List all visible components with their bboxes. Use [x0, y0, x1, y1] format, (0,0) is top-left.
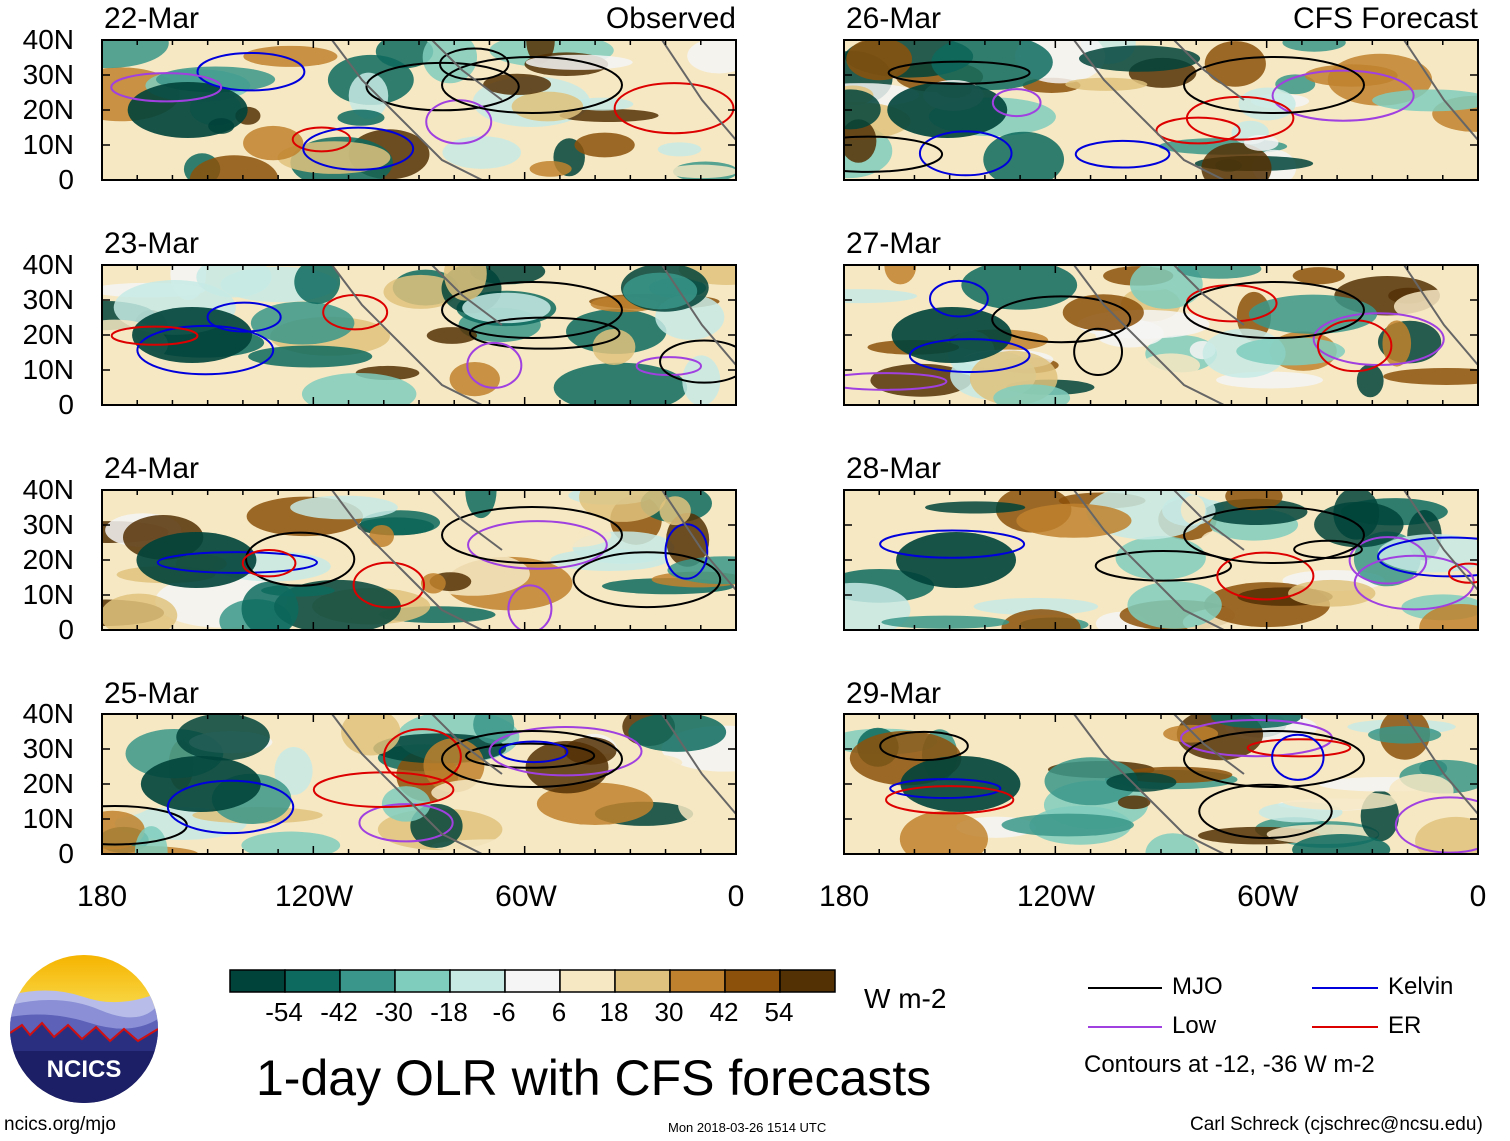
legend-label-er: ER — [1388, 1012, 1422, 1039]
lat-label: 40N — [22, 474, 74, 505]
lon-label-180-right: 180 — [818, 880, 870, 913]
colorbar-tick: -42 — [320, 997, 358, 1027]
panel-date-24-mar: 24-Mar — [104, 452, 200, 485]
map-panel — [101, 39, 737, 181]
lat-label: 10N — [22, 129, 74, 160]
observed-label: Observed — [605, 2, 736, 35]
colorbar-tick: 18 — [599, 997, 629, 1027]
lon-label-0-left: 0 — [727, 880, 745, 913]
colorbar-swatch — [669, 969, 726, 993]
lon-label-120w-left: 120W — [274, 880, 354, 913]
colorbar-swatch — [724, 969, 781, 993]
forecast-label: CFS Forecast — [1292, 2, 1478, 35]
lat-label: 40N — [22, 698, 74, 729]
lat-label: 0 — [58, 838, 74, 869]
map-panel — [843, 489, 1479, 631]
legend-label-mjo: MJO — [1172, 973, 1223, 1000]
colorbar-tick: -6 — [492, 997, 516, 1027]
panel-date-23-mar: 23-Mar — [104, 227, 200, 260]
legend-line-kelvin — [1312, 987, 1378, 989]
lon-label-60w-right: 60W — [1237, 880, 1299, 913]
lat-label: 10N — [22, 579, 74, 610]
lat-label: 30N — [22, 284, 74, 315]
colorbar-swatch — [779, 969, 836, 993]
footer-url[interactable]: ncics.org/mjo — [4, 1114, 116, 1135]
lat-label: 0 — [58, 614, 74, 645]
lon-label-180-left: 180 — [76, 880, 128, 913]
legend-note: Contours at -12, -36 W m-2 — [1084, 1051, 1375, 1078]
colorbar-swatch — [504, 969, 561, 993]
lat-label: 30N — [22, 59, 74, 90]
map-panel — [843, 713, 1479, 855]
ncics-logo: NCICS — [10, 955, 158, 1103]
colorbar-tick: -18 — [430, 997, 468, 1027]
colorbar-tick: 54 — [764, 997, 794, 1027]
legend-label-low: Low — [1172, 1012, 1217, 1039]
lat-label: 20N — [22, 544, 74, 575]
colorbar-tick: 6 — [551, 997, 567, 1027]
lat-label: 10N — [22, 354, 74, 385]
colorbar-swatch — [614, 969, 671, 993]
colorbar-tick: -30 — [375, 997, 413, 1027]
lon-label-120w-right: 120W — [1016, 880, 1096, 913]
lat-label: 0 — [58, 164, 74, 195]
lat-label: 20N — [22, 768, 74, 799]
lon-label-60w-left: 60W — [495, 880, 557, 913]
lat-label: 30N — [22, 509, 74, 540]
lat-label: 40N — [22, 24, 74, 55]
legend-line-er — [1312, 1026, 1378, 1028]
map-panel — [101, 264, 737, 406]
legend-label-kelvin: Kelvin — [1388, 973, 1454, 1000]
panel-date-28-mar: 28-Mar — [846, 452, 942, 485]
colorbar-swatch — [394, 969, 451, 993]
legend-line-low — [1088, 1026, 1162, 1028]
map-panel — [101, 489, 737, 631]
logo-text: NCICS — [47, 1056, 122, 1083]
footer-credit: Carl Schreck (cjschrec@ncsu.edu) — [1190, 1114, 1483, 1135]
lat-label: 10N — [22, 803, 74, 834]
colorbar-tick: 30 — [654, 997, 684, 1027]
main-title: 1-day OLR with CFS forecasts — [256, 1050, 932, 1106]
colorbar-swatch — [229, 969, 286, 993]
lon-label-0-right: 0 — [1469, 880, 1487, 913]
panel-date-27-mar: 27-Mar — [846, 227, 942, 260]
colorbar-swatch — [449, 969, 506, 993]
colorbar-swatch — [284, 969, 341, 993]
lat-label: 40N — [22, 249, 74, 280]
map-panel — [843, 39, 1479, 181]
map-panel — [843, 264, 1479, 406]
lat-label: 30N — [22, 733, 74, 764]
footer-timestamp: Mon 2018-03-26 1514 UTC — [668, 1120, 827, 1135]
colorbar-swatch — [559, 969, 616, 993]
map-panel — [101, 713, 737, 855]
lat-label: 20N — [22, 319, 74, 350]
legend-line-mjo — [1088, 987, 1162, 989]
colorbar-units: W m-2 — [864, 983, 947, 1014]
colorbar-tick: -54 — [265, 997, 303, 1027]
panel-date-26-mar: 26-Mar — [846, 2, 942, 35]
panel-date-22-mar: 22-Mar — [104, 2, 200, 35]
colorbar-tick: 42 — [709, 997, 739, 1027]
panel-date-29-mar: 29-Mar — [846, 677, 942, 710]
colorbar-swatch — [339, 969, 396, 993]
panel-date-25-mar: 25-Mar — [104, 677, 200, 710]
lat-label: 20N — [22, 94, 74, 125]
lat-label: 0 — [58, 389, 74, 420]
